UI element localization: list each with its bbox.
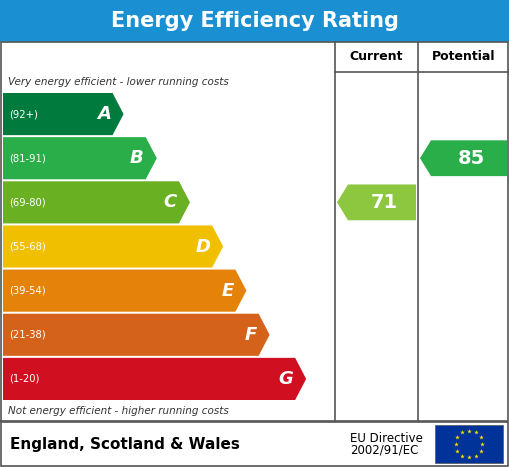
Polygon shape <box>3 358 306 400</box>
Polygon shape <box>420 140 507 176</box>
Polygon shape <box>337 184 416 220</box>
Text: G: G <box>278 370 293 388</box>
Text: Current: Current <box>350 50 403 64</box>
Text: Very energy efficient - lower running costs: Very energy efficient - lower running co… <box>8 77 229 87</box>
Text: Energy Efficiency Rating: Energy Efficiency Rating <box>110 11 399 31</box>
Text: (55-68): (55-68) <box>9 241 46 252</box>
Text: 85: 85 <box>458 149 485 168</box>
Text: (39-54): (39-54) <box>9 286 46 296</box>
Text: (21-38): (21-38) <box>9 330 46 340</box>
Text: (1-20): (1-20) <box>9 374 39 384</box>
Text: B: B <box>130 149 144 167</box>
Text: (92+): (92+) <box>9 109 38 119</box>
Polygon shape <box>3 226 223 268</box>
Bar <box>435 425 503 463</box>
Text: Not energy efficient - higher running costs: Not energy efficient - higher running co… <box>8 406 229 416</box>
Bar <box>0 0 509 42</box>
Text: E: E <box>221 282 234 300</box>
Bar <box>1 422 508 466</box>
Polygon shape <box>3 269 246 311</box>
Text: D: D <box>195 238 210 255</box>
Text: EU Directive: EU Directive <box>350 432 423 445</box>
Polygon shape <box>3 137 157 179</box>
Polygon shape <box>3 181 190 223</box>
Polygon shape <box>3 93 124 135</box>
Text: (81-91): (81-91) <box>9 153 46 163</box>
Text: C: C <box>164 193 177 212</box>
Text: A: A <box>97 105 110 123</box>
Text: Potential: Potential <box>432 50 495 64</box>
Text: England, Scotland & Wales: England, Scotland & Wales <box>10 437 240 452</box>
Text: (69-80): (69-80) <box>9 198 46 207</box>
Text: F: F <box>244 326 257 344</box>
Polygon shape <box>3 314 270 356</box>
Text: 71: 71 <box>371 193 398 212</box>
Text: 2002/91/EC: 2002/91/EC <box>350 444 418 457</box>
